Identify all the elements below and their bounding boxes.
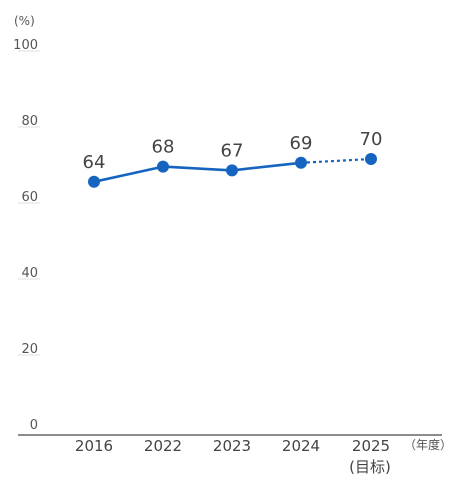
y-axis-unit: (%) (14, 14, 35, 28)
y-tick-100: 100 (13, 38, 38, 53)
projected-segment-2024-2025 (300, 157, 372, 164)
y-tick-60: 60 (21, 190, 38, 205)
x-tick-2025: 2025 (352, 437, 390, 455)
series-segment-2016-2022 (93, 165, 164, 184)
series-segment-2022-2023 (162, 165, 233, 172)
y-tick-20: 20 (21, 342, 38, 357)
y-tick-80: 80 (21, 114, 38, 129)
series-line (93, 157, 372, 184)
data-point-2022 (157, 160, 169, 173)
x-axis-unit: （年度） (404, 437, 452, 452)
data-label-2025: 70 (360, 129, 383, 150)
data-label-2023: 67 (221, 140, 244, 161)
data-point-2024 (295, 156, 307, 169)
x-tick-2023: 2023 (213, 437, 251, 455)
data-labels: 64 68 67 69 70 (83, 129, 383, 173)
x-tick-2024: 2024 (282, 437, 320, 455)
data-label-2022: 68 (152, 137, 175, 158)
target-label: (目标) (349, 458, 391, 476)
data-point-2016 (88, 175, 100, 188)
data-markers (88, 153, 377, 188)
x-tick-labels: 2016 2022 2023 2024 2025 (75, 437, 390, 455)
data-point-2025 (365, 153, 377, 165)
x-tick-2016: 2016 (75, 437, 113, 455)
x-tick-2022: 2022 (144, 437, 182, 455)
data-label-2024: 69 (290, 133, 313, 154)
y-tick-labels: 100 80 60 40 20 0 (13, 38, 40, 433)
y-tick-0: 0 (30, 418, 38, 433)
series-segment-2023-2024 (231, 161, 302, 172)
data-label-2016: 64 (83, 152, 106, 173)
data-point-2023 (226, 164, 238, 177)
y-tick-40: 40 (21, 266, 38, 281)
